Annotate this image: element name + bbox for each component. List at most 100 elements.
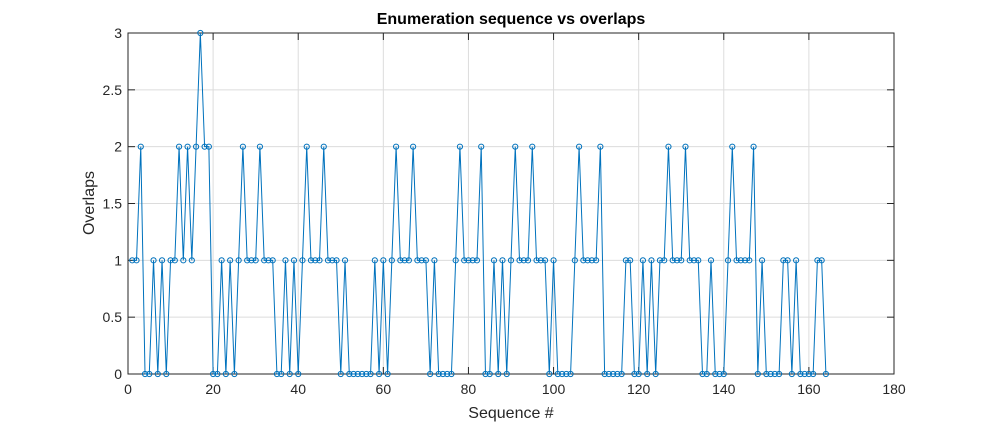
data-point (307, 257, 315, 264)
data-point (427, 370, 434, 378)
data-point (278, 370, 285, 378)
data-point (631, 370, 638, 378)
data-point (405, 257, 412, 264)
data-point (354, 370, 361, 378)
data-point (801, 370, 808, 378)
data-point (410, 143, 417, 150)
data-point (150, 257, 157, 264)
data-point (265, 257, 272, 264)
data-point (197, 29, 204, 37)
data-point (665, 143, 672, 150)
data-point (469, 257, 476, 264)
data-point (239, 143, 246, 150)
data-point (814, 257, 821, 264)
data-point (550, 257, 557, 264)
data-point (171, 257, 178, 264)
data-point (210, 370, 217, 378)
data-point (805, 370, 812, 378)
y-axis-label: Overlaps (81, 171, 98, 235)
data-point (558, 370, 566, 378)
data-point (524, 257, 532, 264)
data-point (290, 257, 298, 264)
data-point (703, 370, 710, 378)
data-point (724, 257, 732, 264)
data-point (414, 257, 421, 264)
y-tick-label: 1 (114, 252, 122, 268)
data-point (584, 257, 591, 264)
data-point (644, 370, 651, 378)
data-point (333, 257, 340, 264)
data-point (797, 370, 804, 378)
data-point (380, 257, 387, 264)
data-point (737, 257, 744, 264)
data-point (146, 370, 153, 378)
data-point (571, 257, 578, 264)
data-point (461, 257, 468, 264)
data-point (439, 370, 447, 378)
data-point (733, 257, 740, 264)
data-point (244, 257, 251, 264)
x-tick-label: 140 (712, 381, 736, 397)
data-point (465, 257, 472, 264)
data-point (482, 370, 489, 378)
data-point (669, 257, 676, 264)
data-point (567, 370, 574, 378)
data-point (201, 143, 208, 150)
data-point (312, 257, 319, 264)
y-tick-label: 2 (114, 139, 122, 155)
data-point (431, 257, 438, 264)
data-point (129, 257, 136, 264)
x-tick-label: 120 (627, 381, 651, 397)
data-point (456, 143, 464, 150)
x-tick-label: 20 (205, 381, 221, 397)
data-point (282, 257, 289, 264)
data-point (758, 257, 766, 264)
data-point (771, 370, 778, 378)
data-point (435, 370, 442, 378)
data-point (180, 257, 187, 264)
data-point (593, 257, 600, 264)
data-point (350, 370, 357, 378)
data-point (269, 257, 276, 264)
data-point (780, 257, 787, 264)
data-point (248, 257, 255, 264)
data-point (261, 257, 268, 264)
data-point (588, 257, 595, 264)
x-tick-label: 40 (290, 381, 306, 397)
data-point (490, 257, 498, 264)
data-point (635, 370, 642, 378)
data-point (605, 370, 612, 378)
data-point (371, 257, 378, 264)
data-point (175, 143, 183, 150)
data-point (699, 370, 706, 378)
data-point (163, 370, 170, 378)
data-point (388, 257, 395, 264)
data-point (299, 257, 306, 264)
data-point (448, 370, 455, 378)
data-point (363, 370, 370, 378)
data-point (133, 257, 140, 264)
y-tick-label: 1.5 (103, 196, 123, 212)
data-point (188, 257, 195, 264)
x-tick-label: 0 (124, 381, 132, 397)
data-point (546, 370, 553, 378)
data-point (444, 370, 451, 378)
data-point (337, 370, 344, 378)
data-point (495, 370, 502, 378)
data-point (563, 370, 570, 378)
y-tick-label: 3 (114, 25, 122, 41)
x-tick-label: 100 (542, 381, 566, 397)
data-point (788, 370, 795, 378)
x-tick-label: 60 (376, 381, 392, 397)
data-point (784, 257, 791, 264)
data-point (227, 257, 234, 264)
y-tick-label: 0.5 (103, 309, 123, 325)
data-point (580, 257, 587, 264)
data-point (324, 257, 332, 264)
data-point (303, 143, 310, 150)
data-point (486, 370, 493, 378)
data-point (678, 257, 685, 264)
series-group (129, 29, 830, 378)
data-point (529, 143, 536, 150)
